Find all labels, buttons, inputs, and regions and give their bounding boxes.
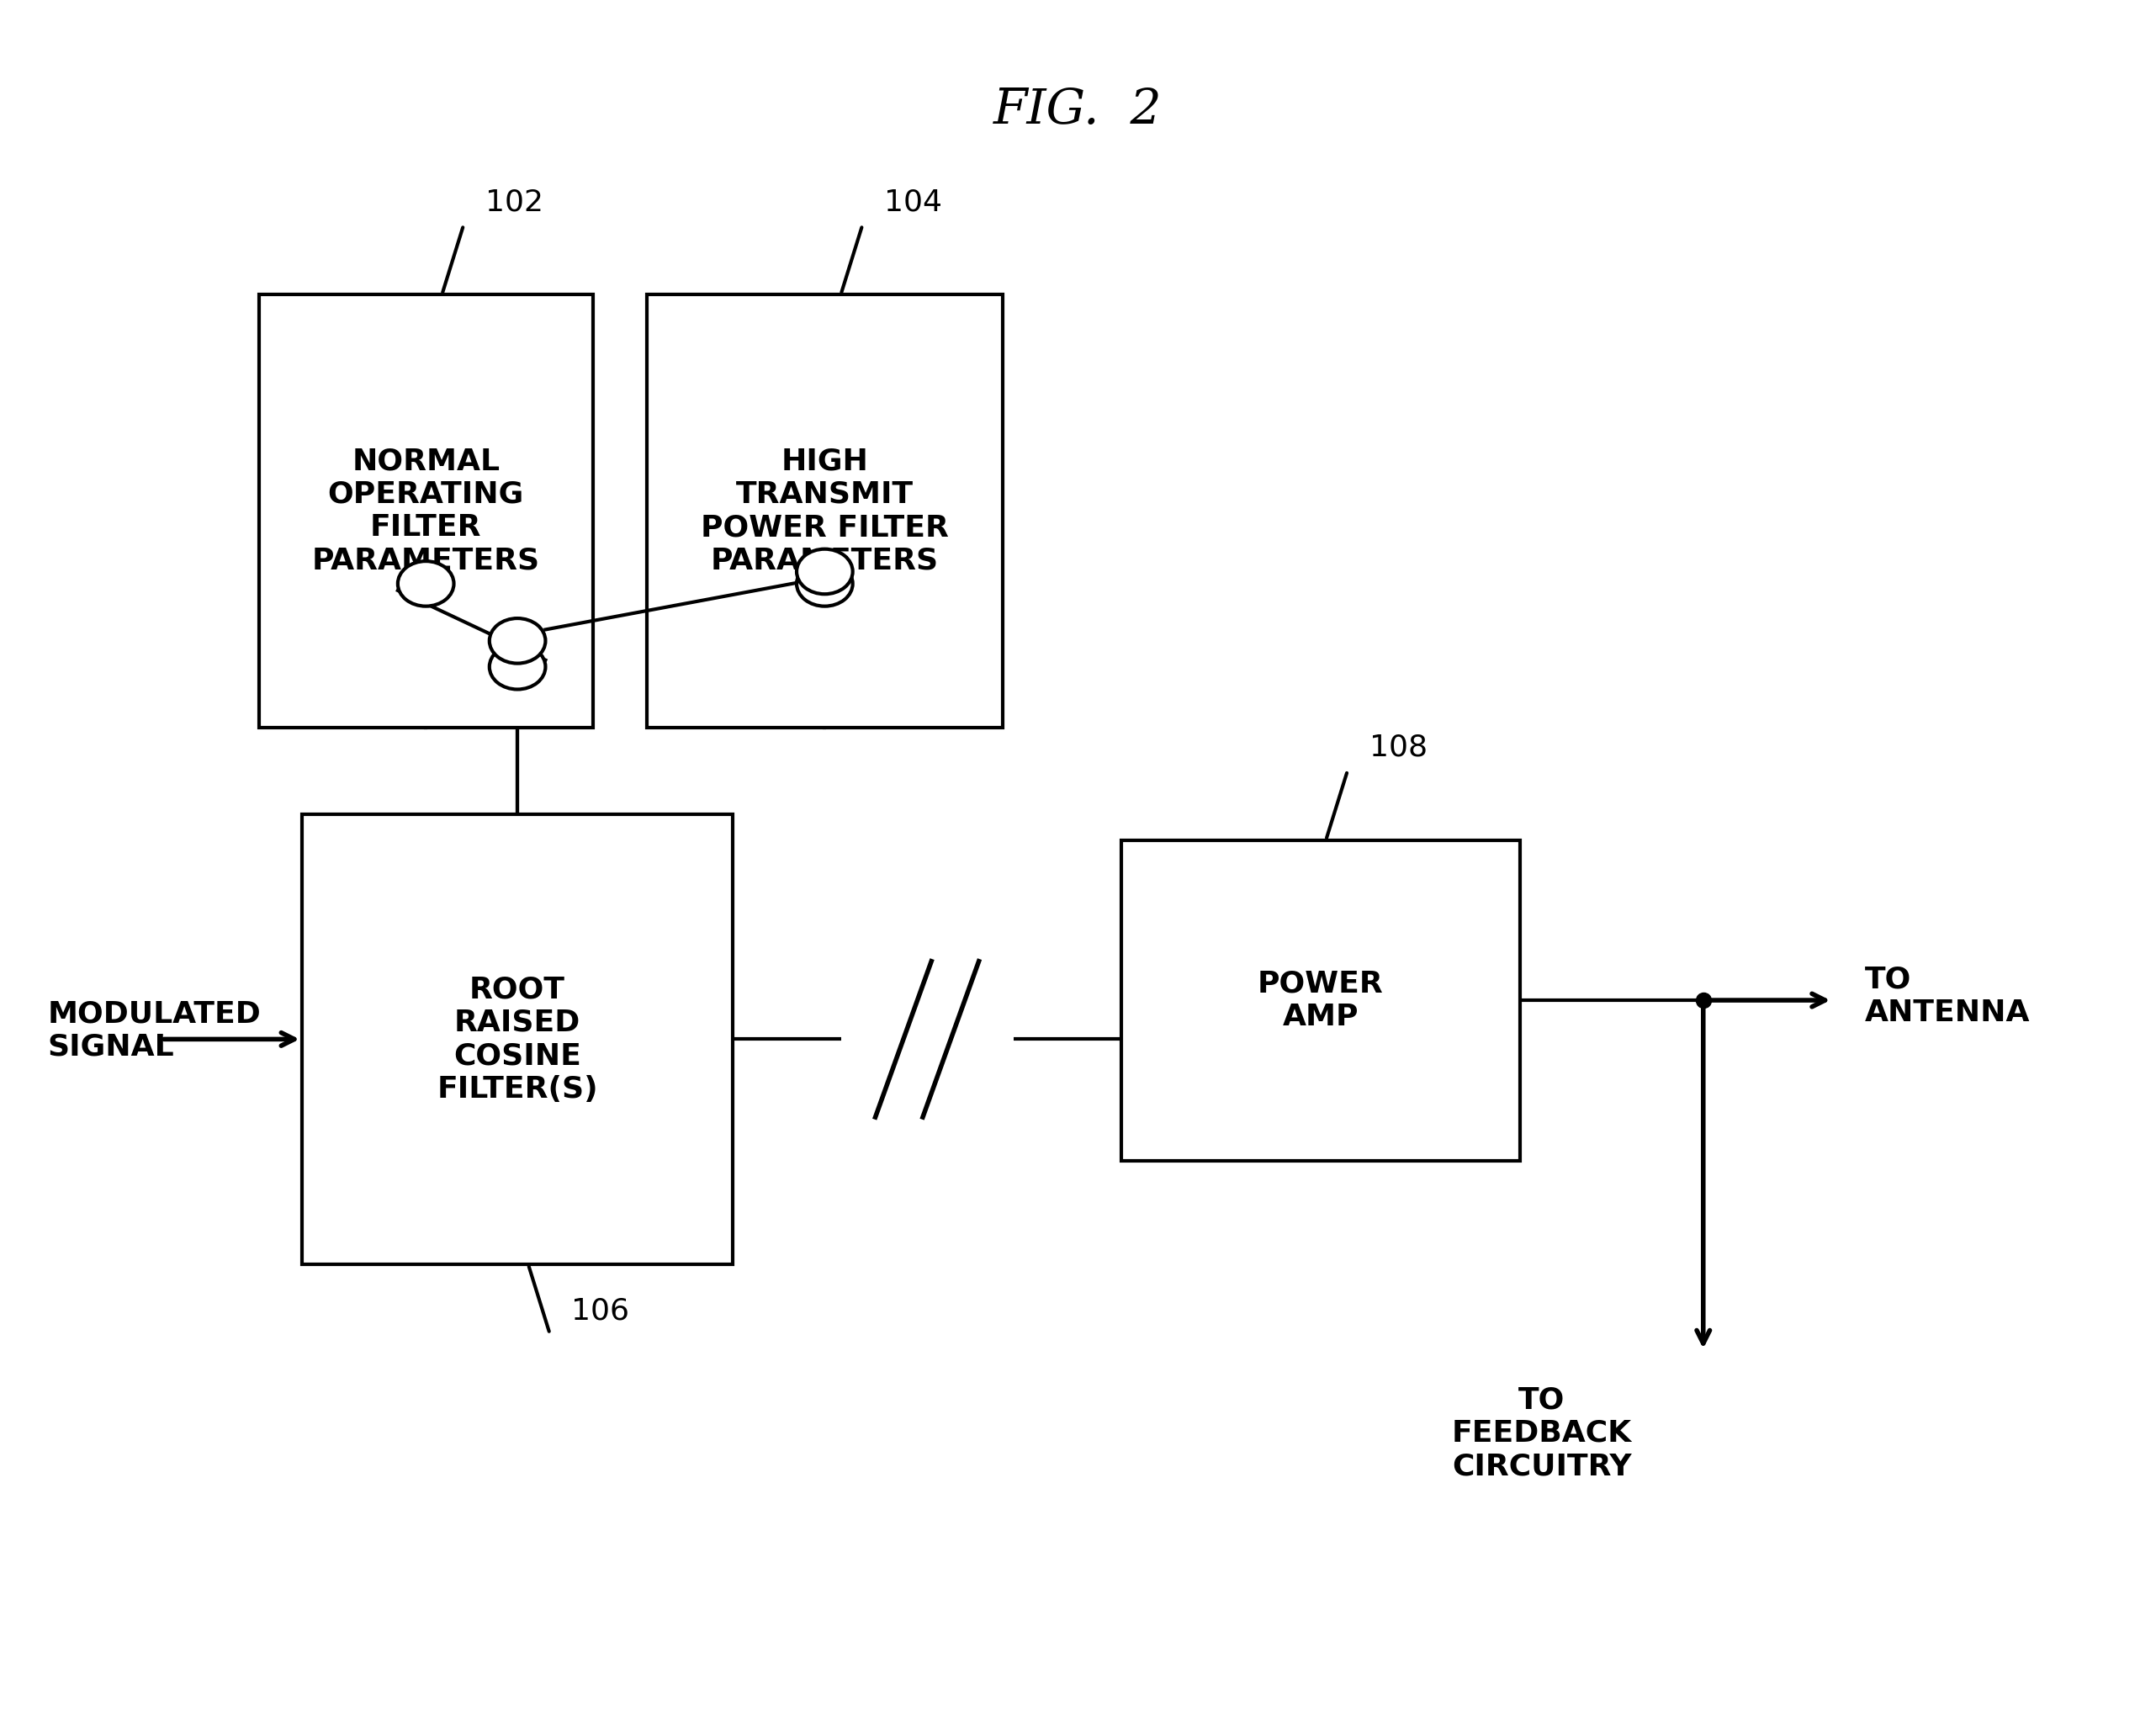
Text: 106: 106	[571, 1296, 630, 1325]
Text: TO
ANTENNA: TO ANTENNA	[1865, 965, 2031, 1027]
Text: 104: 104	[884, 187, 942, 216]
Text: POWER
AMP: POWER AMP	[1257, 970, 1384, 1031]
Circle shape	[796, 561, 852, 606]
Circle shape	[397, 561, 453, 606]
Text: FIG.  2: FIG. 2	[994, 87, 1162, 133]
Bar	[647, 294, 1003, 727]
Text: NORMAL
OPERATING
FILTER
PARAMETERS: NORMAL OPERATING FILTER PARAMETERS	[313, 447, 539, 575]
Circle shape	[489, 618, 545, 663]
Text: 102: 102	[485, 187, 543, 216]
Bar	[259, 294, 593, 727]
Bar	[302, 814, 733, 1264]
Circle shape	[489, 644, 545, 689]
Text: ROOT
RAISED
COSINE
FILTER(S): ROOT RAISED COSINE FILTER(S)	[438, 975, 597, 1103]
Text: TO
FEEDBACK
CIRCUITRY: TO FEEDBACK CIRCUITRY	[1451, 1386, 1632, 1481]
Text: MODULATED
SIGNAL: MODULATED SIGNAL	[47, 999, 261, 1062]
Text: 108: 108	[1369, 733, 1427, 762]
Text: HIGH
TRANSMIT
POWER FILTER
PARAMETERS: HIGH TRANSMIT POWER FILTER PARAMETERS	[701, 447, 949, 575]
Circle shape	[796, 549, 852, 594]
Bar	[1121, 840, 1520, 1160]
